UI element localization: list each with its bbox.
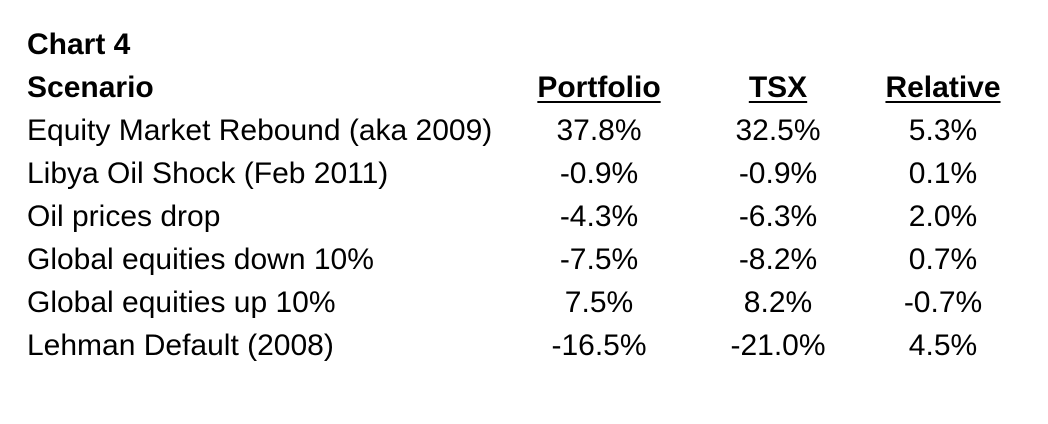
portfolio-value: 7.5%	[564, 286, 634, 319]
portfolio-value: -0.9%	[559, 157, 639, 190]
tsx-value: 8.2%	[743, 286, 813, 319]
column-header-relative-cell: Relative	[870, 66, 1016, 109]
column-header-scenario: Scenario	[27, 71, 154, 104]
tsx-value: -8.2%	[738, 243, 818, 276]
tsx-value: -6.3%	[738, 200, 818, 233]
relative-value: 5.3%	[908, 114, 978, 147]
relative-value: -0.7%	[903, 286, 983, 319]
scenario-label: Libya Oil Shock (Feb 2011)	[27, 157, 389, 190]
portfolio-value: -16.5%	[551, 329, 647, 362]
column-header-relative: Relative	[885, 71, 1001, 104]
tsx-value: -21.0%	[730, 329, 826, 362]
relative-value: 2.0%	[908, 200, 978, 233]
chart-title: Chart 4	[27, 28, 131, 61]
relative-value: 0.1%	[908, 157, 978, 190]
column-header-portfolio-cell: Portfolio	[512, 66, 686, 109]
scenario-label: Equity Market Rebound (aka 2009)	[27, 114, 493, 147]
relative-value: 0.7%	[908, 243, 978, 276]
column-header-tsx-cell: TSX	[686, 66, 870, 109]
chart-title-row: Chart 4	[27, 23, 1048, 66]
tsx-value: -0.9%	[738, 157, 818, 190]
relative-value: 4.5%	[908, 329, 978, 362]
scenario-label: Global equities down 10%	[27, 243, 374, 276]
scenario-label: Global equities up 10%	[27, 286, 336, 319]
portfolio-value: 37.8%	[556, 114, 642, 147]
column-header-portfolio: Portfolio	[537, 71, 661, 104]
scenario-label: Lehman Default (2008)	[27, 329, 334, 362]
scenario-table: Scenario Portfolio TSX Relative Equity M…	[27, 66, 1048, 367]
tsx-value: 32.5%	[735, 114, 821, 147]
portfolio-value: -7.5%	[559, 243, 639, 276]
scenario-label: Oil prices drop	[27, 200, 221, 233]
portfolio-value: -4.3%	[559, 200, 639, 233]
column-header-tsx: TSX	[748, 71, 808, 104]
